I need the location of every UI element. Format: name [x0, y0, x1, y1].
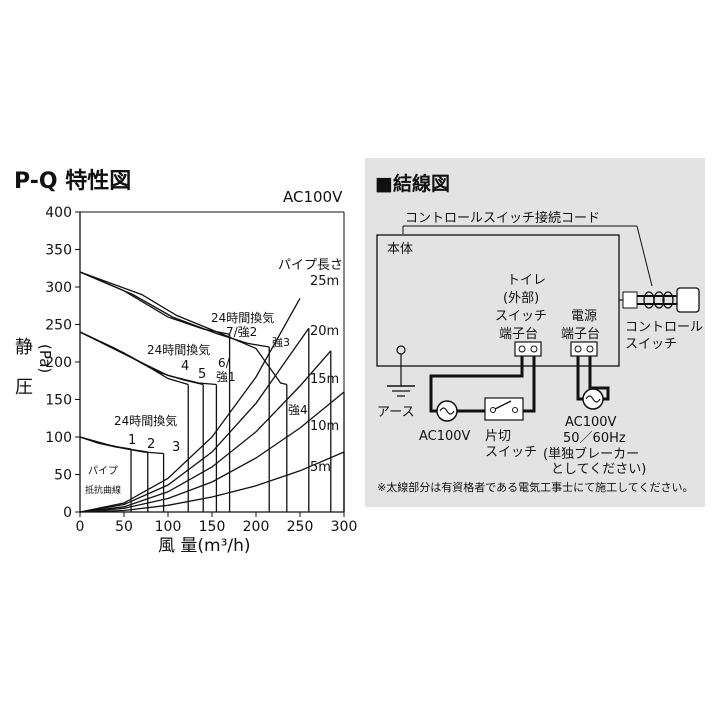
control-switch-connector-icon — [622, 287, 700, 313]
breaker-note-2: としてください) — [551, 462, 646, 477]
y-axis-label-pressure: 圧 — [15, 377, 33, 398]
curve-20m — [79, 327, 310, 513]
strong-1-label: 強1 — [216, 370, 236, 384]
curve-強4 — [79, 271, 287, 386]
x-tick-label: 50 — [115, 519, 133, 535]
control-switch-label-1: コントロール — [625, 320, 703, 335]
curve-強3 — [79, 271, 270, 348]
y-tick-label: 50 — [54, 468, 72, 484]
curve-6/強1 — [79, 331, 217, 386]
pipe-length-10m: 10m — [310, 419, 339, 434]
y-tick-label: 0 — [63, 505, 72, 521]
x-tick-label: 300 — [331, 519, 358, 535]
y-tick-label: 400 — [45, 205, 72, 221]
step-3-label: 3 — [172, 440, 180, 455]
power-label: 電源 — [571, 309, 597, 324]
x-tick-label: 0 — [76, 519, 85, 535]
curve-5m — [79, 451, 345, 513]
toilet-switch-terminal — [514, 341, 542, 357]
pipe-resistance-label: パイプ — [88, 465, 118, 477]
vent-label-mid: 24時間換気 — [147, 342, 210, 357]
y-ticks: 0 50 100 150 200 250 300 350 400 — [45, 205, 80, 521]
x-tick-label: 200 — [243, 519, 270, 535]
pipe-length-20m: 20m — [310, 324, 339, 339]
step-4-label: 4 — [181, 359, 189, 374]
pipe-length-5m: 5m — [310, 460, 331, 475]
pipe-resistance-curve-label: 抵抗曲線 — [85, 484, 121, 496]
y-tick-label: 100 — [45, 430, 72, 446]
step-2-label: 2 — [147, 437, 155, 452]
wiring-title: ■結線図 — [375, 172, 450, 195]
earth-terminal-symbol — [387, 345, 415, 397]
x-tick-label: 100 — [155, 519, 182, 535]
x-axis-label: 風 量(m³/h) — [158, 536, 251, 556]
switch-label: スイッチ — [495, 309, 547, 324]
toilet-terminal-label: 端子台 — [499, 327, 538, 342]
control-cord-label: コントロールスイッチ接続コード — [405, 210, 600, 226]
main-unit-label: 本体 — [387, 242, 413, 257]
curve-10m — [79, 391, 345, 513]
wiring-diagram: ■結線図 コントロールスイッチ接続コード 本体 トイレ (外部) スイッチ 端子… — [375, 172, 703, 494]
ac-left-label: AC100V — [419, 429, 471, 444]
step-5-label: 5 — [198, 367, 206, 382]
power-terminal — [570, 341, 598, 357]
wiring-panel — [365, 158, 705, 507]
pq-chart-title: P-Q 特性図 — [14, 169, 132, 194]
ac-source-right-symbol — [582, 388, 604, 410]
pq-curves — [79, 271, 345, 513]
vent-label-high: 24時間換気 — [211, 310, 274, 325]
y-tick-label: 300 — [45, 280, 72, 296]
x-tick-label: 150 — [199, 519, 226, 535]
earth-label: アース — [377, 405, 415, 420]
y-tick-label: 150 — [45, 393, 72, 409]
external-label: (外部) — [503, 291, 539, 306]
x-ticks: 0 50 100 150 200 250 300 — [76, 512, 358, 535]
toilet-label: トイレ — [507, 273, 546, 288]
y-tick-label: 250 — [45, 318, 72, 334]
y-tick-label: 200 — [45, 355, 72, 371]
wiring-footnote: ※太線部分は有資格者である電気工事士にて施工してください。 — [377, 480, 693, 494]
power-wire-right — [588, 356, 610, 401]
curve-3 — [79, 436, 164, 455]
supply-voltage-label: AC100V — [283, 188, 343, 206]
frequency-label: 50／60Hz — [563, 431, 626, 446]
breaker-note-1: (単独ブレーカー — [543, 446, 639, 462]
y-tick-label: 350 — [45, 243, 72, 259]
step-6-label: 6/ — [218, 356, 231, 370]
strong-3-label: 強3 — [272, 336, 290, 349]
cord-label-arrow — [636, 225, 653, 287]
toilet-wire-left — [429, 356, 524, 413]
control-switch-label-2: スイッチ — [625, 337, 677, 352]
pipe-length-header: パイプ長さ — [278, 258, 343, 273]
vent-label-low: 24時間換気 — [114, 413, 177, 428]
switch-type-label: 片切 — [485, 429, 511, 444]
curve-25m — [79, 297, 301, 513]
curve-15m — [79, 350, 332, 513]
pipe-length-15m: 15m — [310, 372, 339, 387]
y-axis-label-static: 静 — [15, 337, 33, 358]
switch-label-2: スイッチ — [485, 445, 537, 460]
ac-right-label: AC100V — [565, 415, 617, 430]
strong-4-label: 強4 — [288, 403, 308, 417]
step-1-label: 1 — [128, 433, 136, 448]
ac-source-left-symbol — [436, 400, 458, 422]
pipe-length-25m: 25m — [310, 274, 339, 289]
step-7-label: 7/強2 — [226, 325, 257, 339]
x-tick-label: 250 — [287, 519, 314, 535]
single-pole-switch-symbol — [484, 397, 524, 421]
toilet-wire-right — [523, 356, 536, 413]
power-terminal-label: 端子台 — [561, 327, 600, 342]
power-wire-left — [576, 356, 583, 401]
y-axis-unit: (Pa) — [36, 344, 54, 373]
